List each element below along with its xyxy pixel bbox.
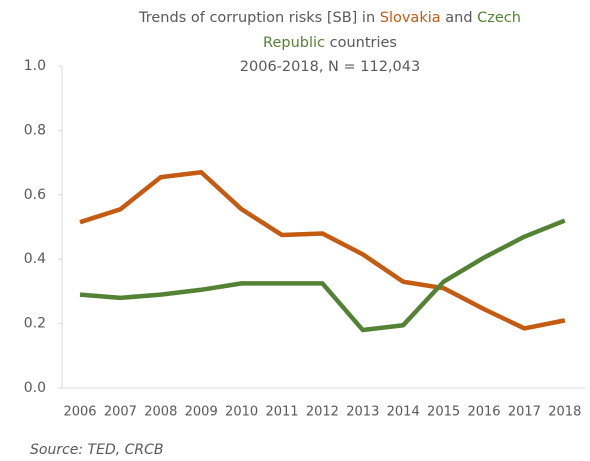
- x-tick-label: 2013: [346, 405, 379, 420]
- y-tick-label: 0.6: [24, 187, 46, 203]
- y-tick-label: 0.4: [24, 251, 46, 267]
- y-tick-label: 0.8: [24, 122, 46, 138]
- x-tick-label: 2009: [185, 405, 218, 420]
- series-line: [79, 218, 566, 333]
- x-tick-label: 2016: [467, 405, 500, 420]
- series-line: [79, 170, 566, 331]
- title-word: and: [445, 10, 472, 26]
- title-word: countries: [330, 35, 397, 51]
- y-tick-label: 0.2: [24, 316, 46, 332]
- x-tick-label: 2015: [427, 405, 460, 420]
- chart-title: Trends of corruption risks [SB] in Slova…: [138, 10, 521, 26]
- chart-title: Republic countries: [263, 35, 397, 51]
- title-word: Republic: [263, 35, 325, 51]
- x-tick-label: 2008: [144, 405, 177, 420]
- x-tick-label: 2018: [548, 405, 581, 420]
- chart-subtitle: 2006-2018, N = 112,043: [240, 59, 420, 75]
- x-tick-label: 2014: [387, 405, 420, 420]
- x-tick-label: 2007: [104, 405, 137, 420]
- title-word: Czech: [477, 10, 521, 26]
- x-tick-label: 2012: [306, 405, 339, 420]
- x-tick-label: 2010: [225, 405, 258, 420]
- source-note: Source: TED, CRCB: [30, 442, 164, 458]
- y-tick-label: 1.0: [24, 58, 46, 74]
- x-tick-label: 2006: [63, 405, 96, 420]
- y-tick-label: 0.0: [24, 380, 46, 396]
- x-tick-label: 2011: [265, 405, 298, 420]
- x-tick-label: 2017: [508, 405, 541, 420]
- title-word: Slovakia: [380, 10, 441, 26]
- title-word: Trends of corruption risks [SB] in: [138, 10, 375, 26]
